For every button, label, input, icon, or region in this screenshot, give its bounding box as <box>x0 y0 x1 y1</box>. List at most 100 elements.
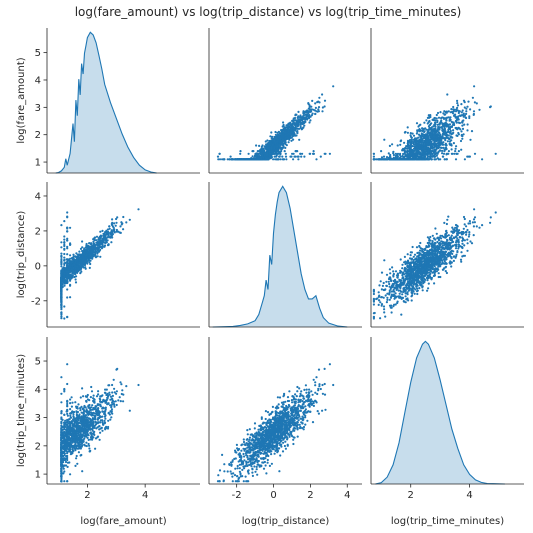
scatter-point <box>447 110 450 113</box>
scatter-point <box>408 146 411 149</box>
scatter-point <box>279 158 282 161</box>
scatter-point <box>405 158 408 161</box>
scatter-point <box>406 149 409 152</box>
scatter-point <box>266 151 269 154</box>
scatter-point <box>378 284 381 287</box>
scatter-point <box>401 267 404 270</box>
scatter-point <box>417 133 421 136</box>
scatter-point <box>429 152 432 155</box>
scatter-point <box>418 129 421 132</box>
scatter-point <box>372 303 375 306</box>
scatter-point <box>410 136 413 139</box>
scatter-point <box>284 131 287 134</box>
scatter-point <box>481 158 484 161</box>
scatter-point <box>448 123 451 126</box>
scatter-point <box>274 130 277 134</box>
scatter-point <box>119 225 122 228</box>
scatter-point <box>63 220 66 223</box>
scatter-point <box>275 137 278 140</box>
y-tick-label: 5 <box>35 48 41 59</box>
scatter-point <box>430 135 433 138</box>
scatter-point <box>101 241 104 244</box>
scatter-point <box>60 252 63 255</box>
scatter-point <box>74 281 78 284</box>
scatter-point <box>288 122 291 125</box>
scatter-point <box>469 138 472 141</box>
scatter-point <box>385 273 389 276</box>
scatter-point <box>282 158 285 161</box>
scatter-point <box>278 132 281 135</box>
scatter-point <box>311 99 314 102</box>
scatter-point <box>302 112 306 115</box>
scatter-point <box>281 143 284 146</box>
scatter-point <box>394 270 398 273</box>
scatter-point <box>295 122 298 125</box>
scatter-point <box>472 110 476 113</box>
scatter-point <box>276 152 279 155</box>
scatter-point <box>222 158 225 161</box>
scatter-point <box>459 139 463 143</box>
scatter-point <box>379 158 382 161</box>
scatter-point <box>63 317 66 320</box>
scatter-point <box>72 270 75 273</box>
scatter-point <box>65 270 68 273</box>
y-tick-label: 4 <box>35 191 41 202</box>
scatter-point <box>229 155 232 158</box>
scatter-point <box>308 105 311 109</box>
scatter-point <box>271 143 274 146</box>
scatter-point <box>436 123 439 126</box>
scatter-point <box>266 147 270 150</box>
panel-fare-vs-distance <box>208 28 362 174</box>
scatter-point <box>443 137 446 140</box>
scatter-point <box>63 259 66 262</box>
scatter-point <box>452 129 455 132</box>
scatter-point <box>88 248 92 251</box>
scatter-point <box>463 244 466 247</box>
scatter-point <box>113 228 116 231</box>
scatter-point <box>278 143 281 146</box>
scatter-point <box>66 315 69 318</box>
scatter-point <box>468 231 471 234</box>
scatter-point <box>430 158 433 161</box>
scatter-point <box>82 266 85 269</box>
scatter-point <box>445 117 448 120</box>
scatter-point <box>416 146 419 149</box>
scatter-point <box>384 158 387 161</box>
scatter-point <box>93 254 96 257</box>
scatter-point <box>415 141 418 144</box>
scatter-point <box>290 139 293 142</box>
scatter-point <box>286 136 289 139</box>
scatter-point <box>60 306 63 309</box>
scatter-point <box>274 133 277 136</box>
scatter-point <box>462 227 465 230</box>
scatter-point <box>270 150 273 153</box>
scatter-point <box>122 215 125 219</box>
scatter-point <box>306 110 309 114</box>
scatter-point <box>429 114 432 117</box>
scatter-point <box>218 152 221 155</box>
scatter-point <box>216 155 220 158</box>
scatter-point <box>402 152 405 156</box>
scatter-point <box>80 260 84 264</box>
scatter-point <box>471 96 474 99</box>
scatter-point <box>445 222 448 226</box>
scatter-point <box>412 151 415 154</box>
panel-distance-vs-distance <box>208 182 362 328</box>
scatter-points <box>372 208 497 320</box>
y-tick-label: 0 <box>35 261 41 272</box>
scatter-point <box>383 138 386 141</box>
scatter-point <box>423 121 426 124</box>
scatter-point <box>292 138 295 141</box>
scatter-point <box>447 137 450 140</box>
scatter-point <box>66 226 69 229</box>
y-tick-label: 3 <box>35 103 41 114</box>
scatter-point <box>103 232 106 235</box>
scatter-point <box>91 257 94 260</box>
scatter-point <box>74 270 77 273</box>
scatter-point <box>308 121 311 124</box>
scatter-point <box>81 246 84 249</box>
scatter-point <box>449 136 452 139</box>
scatter-point <box>450 148 453 151</box>
scatter-point <box>441 149 444 152</box>
scatter-point <box>452 108 455 111</box>
